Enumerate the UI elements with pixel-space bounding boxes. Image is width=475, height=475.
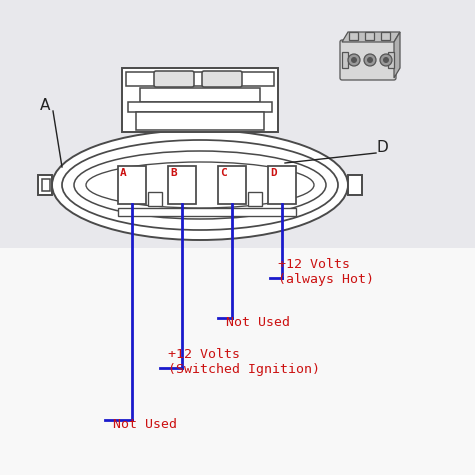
Bar (268, 166, 296, 204)
Bar (126, 72, 274, 86)
Circle shape (351, 57, 357, 63)
Bar (148, 192, 162, 206)
Bar (168, 166, 196, 204)
Bar (342, 52, 348, 68)
Circle shape (380, 54, 392, 66)
Bar (118, 166, 146, 204)
Text: (Switched Ignition): (Switched Ignition) (168, 363, 320, 376)
Text: C: C (220, 168, 227, 178)
Text: +12 Volts: +12 Volts (278, 258, 350, 271)
Ellipse shape (52, 130, 348, 240)
Bar (248, 192, 262, 206)
Bar (388, 52, 394, 68)
Bar (118, 208, 296, 216)
Text: A: A (40, 97, 50, 113)
Ellipse shape (74, 151, 326, 219)
Bar (348, 175, 362, 195)
Text: +12 Volts: +12 Volts (168, 348, 240, 361)
Circle shape (367, 57, 373, 63)
Polygon shape (342, 32, 400, 42)
FancyBboxPatch shape (202, 71, 242, 87)
FancyBboxPatch shape (154, 71, 194, 87)
Text: (always Hot): (always Hot) (278, 273, 374, 286)
Text: D: D (376, 141, 388, 155)
Bar (0, 248, 475, 475)
Bar (349, 32, 358, 40)
Circle shape (364, 54, 376, 66)
Circle shape (383, 57, 389, 63)
Bar (0, 0, 475, 248)
Bar (218, 166, 246, 204)
Text: Not Used: Not Used (226, 315, 290, 329)
FancyBboxPatch shape (340, 40, 396, 80)
Bar (381, 32, 390, 40)
Text: Not Used: Not Used (113, 418, 177, 430)
Bar (365, 32, 374, 40)
Bar (128, 102, 272, 112)
Bar (38, 175, 52, 195)
Bar (42, 179, 50, 191)
Bar (140, 88, 260, 102)
Ellipse shape (62, 140, 338, 230)
Bar (122, 68, 278, 132)
Text: B: B (170, 168, 177, 178)
Circle shape (348, 54, 360, 66)
Polygon shape (394, 32, 400, 78)
Ellipse shape (86, 162, 314, 208)
Text: D: D (270, 168, 277, 178)
Text: A: A (120, 168, 127, 178)
Bar (136, 112, 264, 130)
